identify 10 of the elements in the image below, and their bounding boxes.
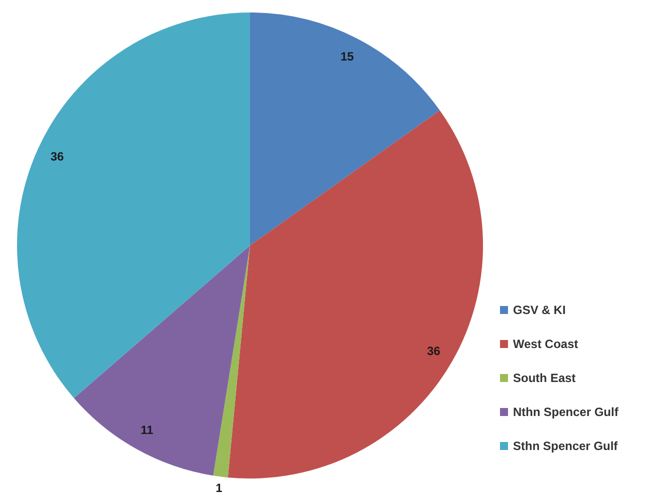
legend-label: South East bbox=[513, 371, 576, 385]
legend-label: GSV & KI bbox=[513, 303, 566, 317]
data-label: 11 bbox=[140, 423, 154, 438]
data-label: 15 bbox=[340, 49, 354, 64]
data-label: 36 bbox=[50, 150, 64, 164]
legend-label: West Coast bbox=[513, 337, 578, 351]
legend-label: Nthn Spencer Gulf bbox=[513, 405, 618, 419]
data-label: 36 bbox=[426, 344, 441, 358]
data-label: 1 bbox=[216, 480, 223, 495]
legend-label: Sthn Spencer Gulf bbox=[513, 439, 618, 453]
